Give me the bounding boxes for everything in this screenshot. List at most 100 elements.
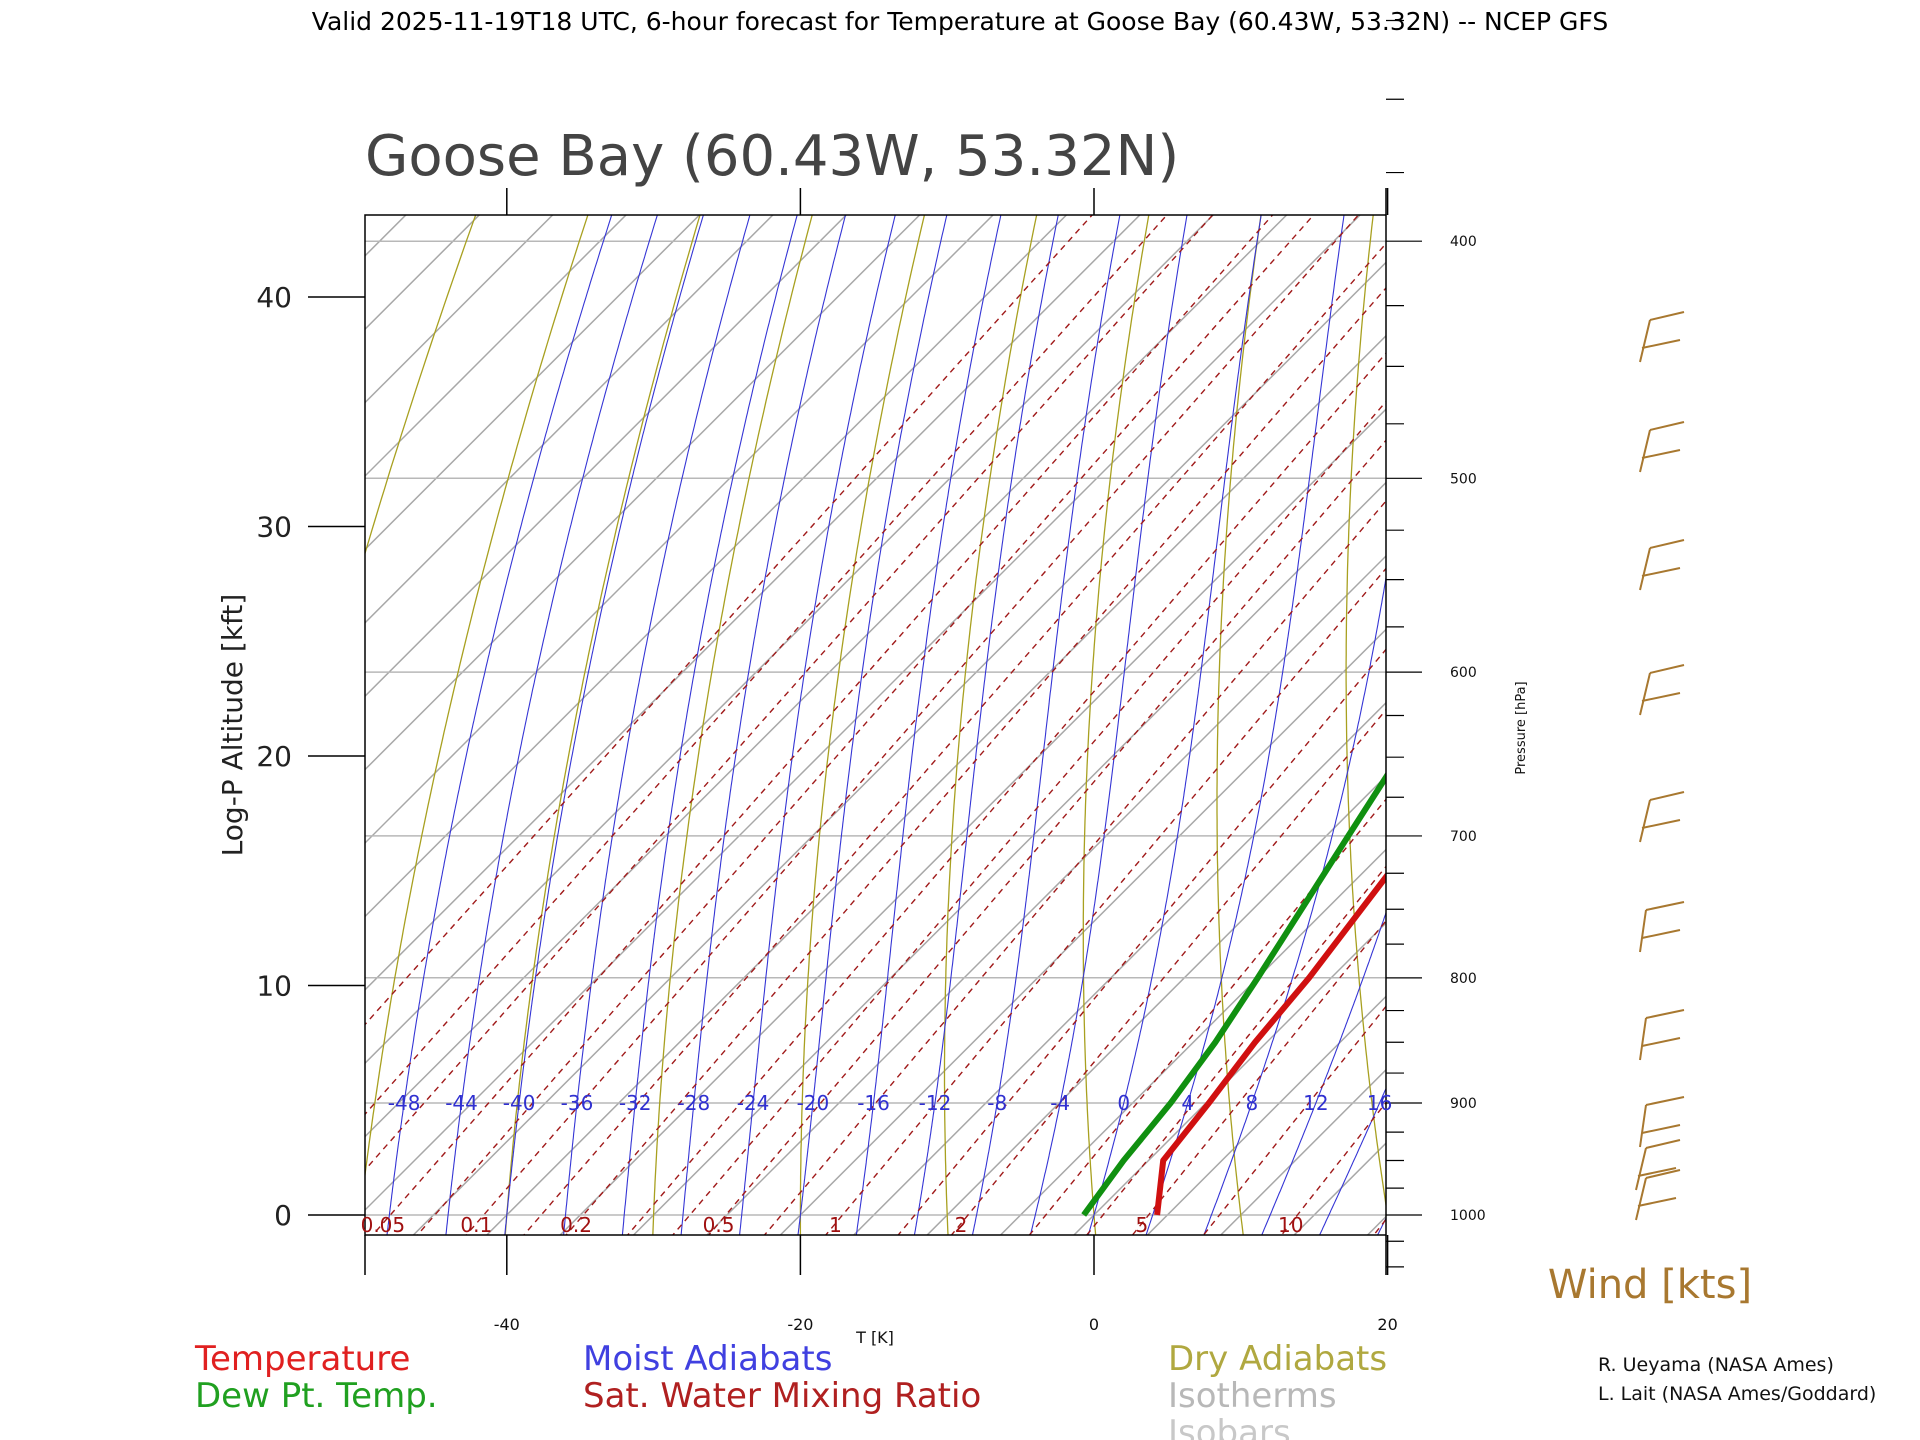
wind-barb-staff (1635, 1147, 1647, 1191)
mixing-ratio-label: 2 (955, 1213, 968, 1237)
wind-barb-flag (1649, 539, 1685, 549)
isotherm (365, 215, 1362, 1212)
isotherm (365, 215, 701, 551)
wind-barb (1639, 791, 1685, 843)
mixing-ratio-line (565, 286, 1386, 1235)
wind-barb (1635, 1139, 1681, 1191)
moist-adiabat (739, 215, 896, 1235)
plot-frame (364, 214, 1387, 1236)
dry-adiabat (1709, 0, 1914, 1364)
wind-barb-flag (1641, 1037, 1681, 1047)
isotherm (0, 0, 1175, 1364)
moist-adiabat-label: 4 (1181, 1091, 1194, 1115)
wind-barb-staff (1639, 672, 1651, 716)
wind-barb-flag (1637, 1197, 1677, 1207)
wind-barb (1639, 1096, 1685, 1148)
legend-dewpoint: Dew Pt. Temp. (195, 1376, 438, 1416)
wind-barbs (1635, 311, 1685, 1221)
x-axis-label: T [K] (855, 1328, 894, 1347)
credit-1: R. Ueyama (NASA Ames) (1598, 1354, 1834, 1376)
isotherm (1313, 0, 1920, 1364)
wind-barb-staff (1639, 429, 1651, 473)
moist-adiabat (504, 215, 704, 1235)
moist-adiabat (1421, 0, 1920, 1364)
pressure-tick-label: 400 (1450, 234, 1477, 250)
dry-adiabat (1822, 0, 1920, 1364)
wind-barb (1639, 539, 1685, 591)
wind-barb-flag (1641, 692, 1681, 702)
y-tick-label: 10 (256, 970, 292, 1003)
isotherm (0, 0, 1029, 1364)
wind-barb (1639, 664, 1685, 716)
moist-adiabats (386, 0, 1920, 1364)
moist-adiabat (913, 215, 1059, 1235)
mixing-ratio-lines (365, 0, 1920, 1364)
isotherm (1386, 0, 1920, 1364)
page-header: Valid 2025-11-19T18 UTC, 6-hour forecast… (312, 7, 1608, 36)
wind-barb-flag (1645, 1009, 1685, 1019)
moist-adiabat (797, 215, 948, 1235)
wind-barb (1635, 1169, 1681, 1221)
mixing-ratio-line (365, 215, 1214, 1171)
x-tick-label: 20 (1377, 1315, 1397, 1334)
dry-adiabat (1082, 215, 1150, 1235)
y-tick-label: 0 (274, 1199, 292, 1232)
wind-barb-flag (1645, 1169, 1681, 1179)
moist-adiabat-label: -16 (857, 1091, 890, 1115)
moist-adiabat (621, 215, 798, 1235)
dry-adiabat (799, 215, 926, 1235)
moist-adiabat-label: 8 (1246, 1091, 1259, 1115)
moist-adiabat-label: -24 (737, 1091, 770, 1115)
wind-barb-flag (1649, 664, 1685, 674)
y-axis-label: Log-P Altitude [kft] (216, 594, 249, 857)
wind-barb-staff (1639, 547, 1651, 591)
isotherm (365, 215, 1141, 991)
y-tick-label: 30 (256, 511, 292, 544)
mixing-ratio-line (763, 499, 1386, 1235)
moist-adiabat (680, 215, 847, 1235)
moist-adiabat-label: -8 (987, 1091, 1007, 1115)
pressure-tick-label: 600 (1450, 665, 1477, 681)
mixing-ratio-line (365, 215, 1094, 1026)
mixing-ratio-line (671, 400, 1386, 1235)
legend-isobars: Isobars (1168, 1413, 1291, 1440)
moist-adiabat-label: -48 (388, 1091, 421, 1115)
moist-adiabat (1589, 0, 1920, 1364)
moist-adiabat-label: -28 (678, 1091, 711, 1115)
mixing-ratio-line (824, 567, 1386, 1235)
isotherm (412, 261, 1386, 1235)
isotherms (0, 0, 1920, 1364)
dry-adiabat (1345, 215, 1386, 1209)
wind-barb-flag (1649, 421, 1685, 431)
wind-barb-flag (1637, 1167, 1677, 1177)
wind-barb-flag (1645, 1096, 1685, 1106)
moist-adiabat (445, 215, 658, 1235)
wind-barb-flag (1641, 819, 1681, 829)
isotherm (365, 215, 848, 698)
mixing-ratio-line (707, 439, 1386, 1235)
moist-adiabat-label: 12 (1303, 1091, 1328, 1115)
isotherm (705, 554, 1386, 1235)
pressure-tick-label: 900 (1450, 1096, 1477, 1112)
isotherm (926, 775, 1386, 1235)
mixing-ratio-line (626, 352, 1386, 1235)
dry-adiabat (1471, 0, 1751, 1364)
mixing-ratio-label: 0.1 (460, 1213, 492, 1237)
isotherm (1366, 1215, 1386, 1235)
wind-barb-flag (1641, 929, 1681, 939)
pressure-tick-label: 500 (1450, 471, 1477, 487)
mixing-ratio-label: 0.2 (560, 1213, 592, 1237)
moist-adiabat-label: -4 (1050, 1091, 1070, 1115)
isotherm (1146, 995, 1386, 1235)
y-tick-label: 20 (256, 740, 292, 773)
moist-adiabat-label: -12 (919, 1091, 952, 1115)
mixing-ratio-line (1573, 0, 1920, 1364)
moist-adiabat (1646, 0, 1920, 1364)
moist-adiabat-label: -32 (619, 1091, 652, 1115)
wind-barb-flag (1649, 791, 1685, 801)
isotherm (365, 215, 1288, 1138)
wind-barb-staff (1639, 909, 1647, 953)
wind-label: Wind [kts] (1548, 1262, 1752, 1308)
